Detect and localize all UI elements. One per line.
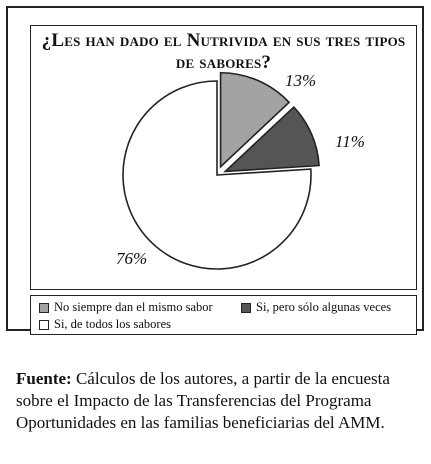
legend: No siempre dan el mismo sabor Si, pero s… — [30, 295, 417, 335]
source-label: Fuente: — [16, 369, 72, 388]
pie-slice-1 — [219, 71, 291, 169]
pie-slice-3 — [122, 80, 312, 270]
legend-item-no-siempre: No siempre dan el mismo sabor — [39, 300, 213, 315]
legend-item-algunas-veces: Si, pero sólo algunas veces — [241, 300, 391, 315]
pie-slice-label-1: 13% — [285, 71, 316, 90]
chart-title-line-2: de sabores? — [175, 52, 272, 73]
pie-slice-2 — [223, 105, 320, 173]
legend-label: Si, pero sólo algunas veces — [256, 300, 392, 314]
legend-label: Si, de todos los sabores — [54, 317, 172, 331]
figure-frame: ¿Les han dado el Nutrivida en sus tres t… — [6, 6, 424, 335]
legend-swatch — [241, 302, 251, 313]
pie-slice-label-2: 11% — [335, 132, 365, 151]
legend-item-todos: Si, de todos los sabores — [39, 317, 171, 332]
legend-swatch — [39, 302, 49, 313]
chart-title: ¿Les han dado el Nutrivida en sus tres t… — [31, 30, 416, 74]
legend-label: No siempre dan el mismo sabor — [54, 300, 213, 314]
plot-area: ¿Les han dado el Nutrivida en sus tres t… — [30, 25, 417, 290]
legend-swatch — [39, 319, 49, 330]
chart-title-line-1: ¿Les han dado el Nutrivida en sus tres t… — [41, 30, 406, 51]
source-note: Fuente: Cálculos de los autores, a parti… — [16, 368, 416, 434]
pie-slice-label-3: 76% — [116, 249, 147, 268]
pie-chart: 13% 11% 76% — [116, 71, 365, 270]
source-text: Cálculos de los autores, a partir de la … — [16, 369, 390, 432]
